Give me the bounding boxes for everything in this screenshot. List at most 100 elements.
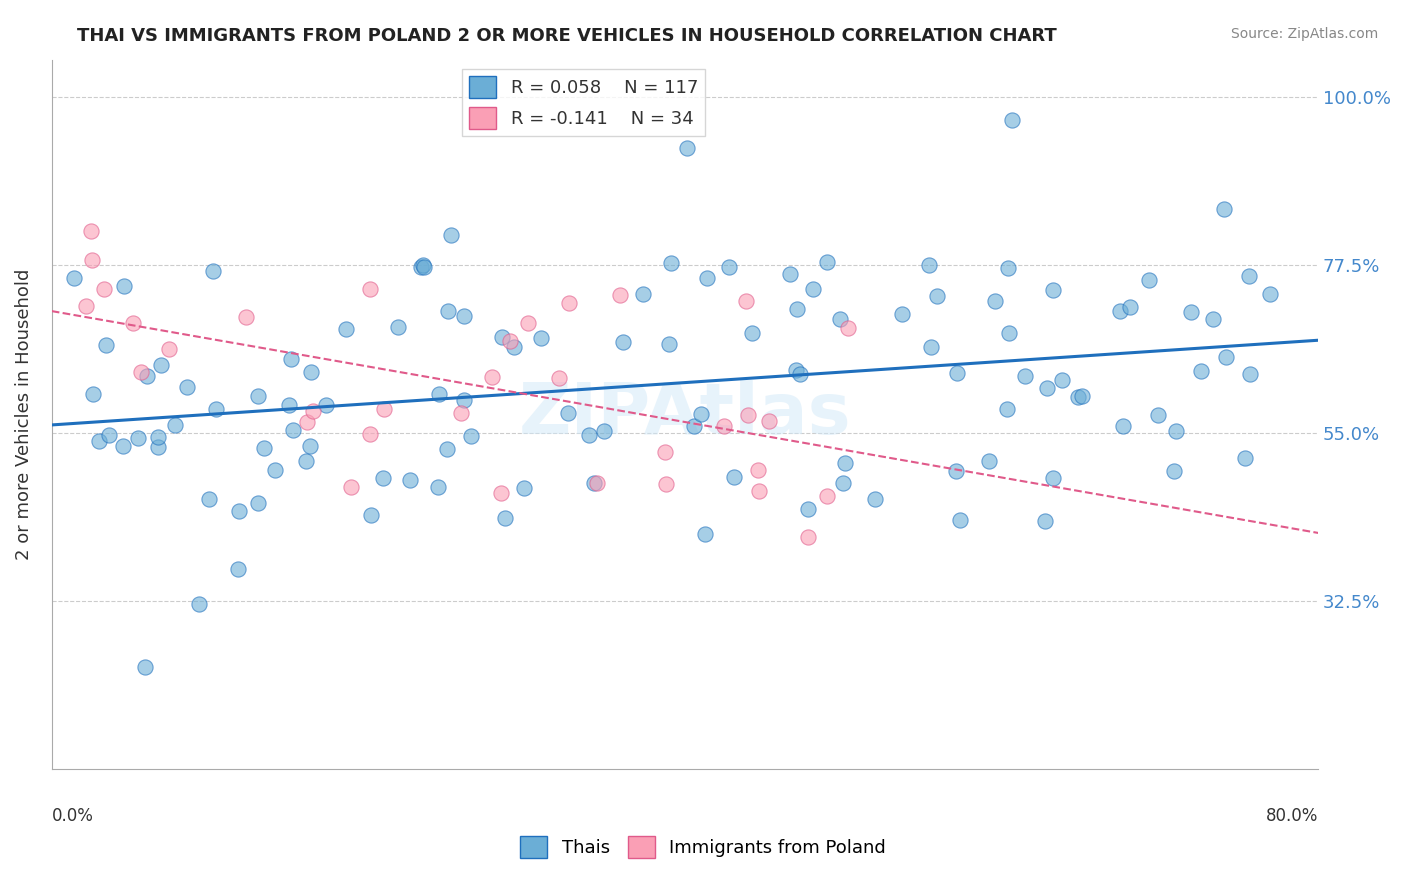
Point [412,258,434,272]
Point [264,463,287,477]
Point [863,491,886,506]
Point [112,279,135,293]
Point [503,340,526,354]
Point [918,258,941,272]
Point [659,255,682,269]
Point [786,302,808,317]
Point [281,424,304,438]
Point [298,439,321,453]
Point [609,287,631,301]
Point [146,441,169,455]
Point [920,340,942,354]
Point [654,444,676,458]
Point [984,293,1007,308]
Point [453,392,475,407]
Point [1239,269,1261,284]
Point [890,307,912,321]
Point [1163,464,1185,478]
Point [127,431,149,445]
Point [1042,471,1064,485]
Point [412,260,434,274]
Point [737,408,759,422]
Point [658,336,681,351]
Point [828,312,851,326]
Point [427,480,450,494]
Point [683,418,706,433]
Point [1067,390,1090,404]
Point [122,316,145,330]
Point [494,511,516,525]
Point [63,271,86,285]
Point [832,475,855,490]
Point [1137,273,1160,287]
Point [690,407,713,421]
Point [359,282,381,296]
Point [837,321,859,335]
Point [946,366,969,380]
Point [513,481,536,495]
Point [547,371,569,385]
Point [387,320,409,334]
Point [995,401,1018,416]
Point [373,402,395,417]
Point [87,434,110,448]
Point [80,252,103,267]
Point [789,368,811,382]
Point [94,338,117,352]
Point [499,334,522,348]
Text: 0.0%: 0.0% [52,807,94,825]
Point [280,351,302,366]
Point [593,425,616,439]
Point [997,261,1019,276]
Point [134,660,156,674]
Point [491,329,513,343]
Point [723,470,745,484]
Point [1050,373,1073,387]
Point [436,442,458,456]
Point [82,386,104,401]
Point [1147,408,1170,422]
Point [1071,389,1094,403]
Point [340,480,363,494]
Text: THAI VS IMMIGRANTS FROM POLAND 2 OR MORE VEHICLES IN HOUSEHOLD CORRELATION CHART: THAI VS IMMIGRANTS FROM POLAND 2 OR MORE… [77,27,1057,45]
Point [302,404,325,418]
Point [949,513,972,527]
Point [977,454,1000,468]
Point [489,486,512,500]
Text: ZIPAtlas: ZIPAtlas [519,380,851,449]
Point [235,310,257,325]
Point [148,430,170,444]
Point [359,427,381,442]
Point [748,484,770,499]
Point [111,439,134,453]
Point [440,228,463,243]
Point [925,289,948,303]
Point [1112,419,1135,434]
Point [79,224,101,238]
Point [578,428,600,442]
Point [676,141,699,155]
Point [436,304,458,318]
Point [612,335,634,350]
Point [1239,367,1261,381]
Point [188,597,211,611]
Point [1213,202,1236,216]
Point [735,294,758,309]
Point [176,380,198,394]
Point [516,316,538,330]
Text: Source: ZipAtlas.com: Source: ZipAtlas.com [1230,27,1378,41]
Point [453,309,475,323]
Point [278,398,301,412]
Point [335,322,357,336]
Point [1260,286,1282,301]
Point [557,406,579,420]
Point [834,456,856,470]
Point [1014,369,1036,384]
Point [713,419,735,434]
Point [427,386,450,401]
Point [741,326,763,340]
Point [815,255,838,269]
Point [1164,424,1187,438]
Point [1001,113,1024,128]
Point [1108,303,1130,318]
